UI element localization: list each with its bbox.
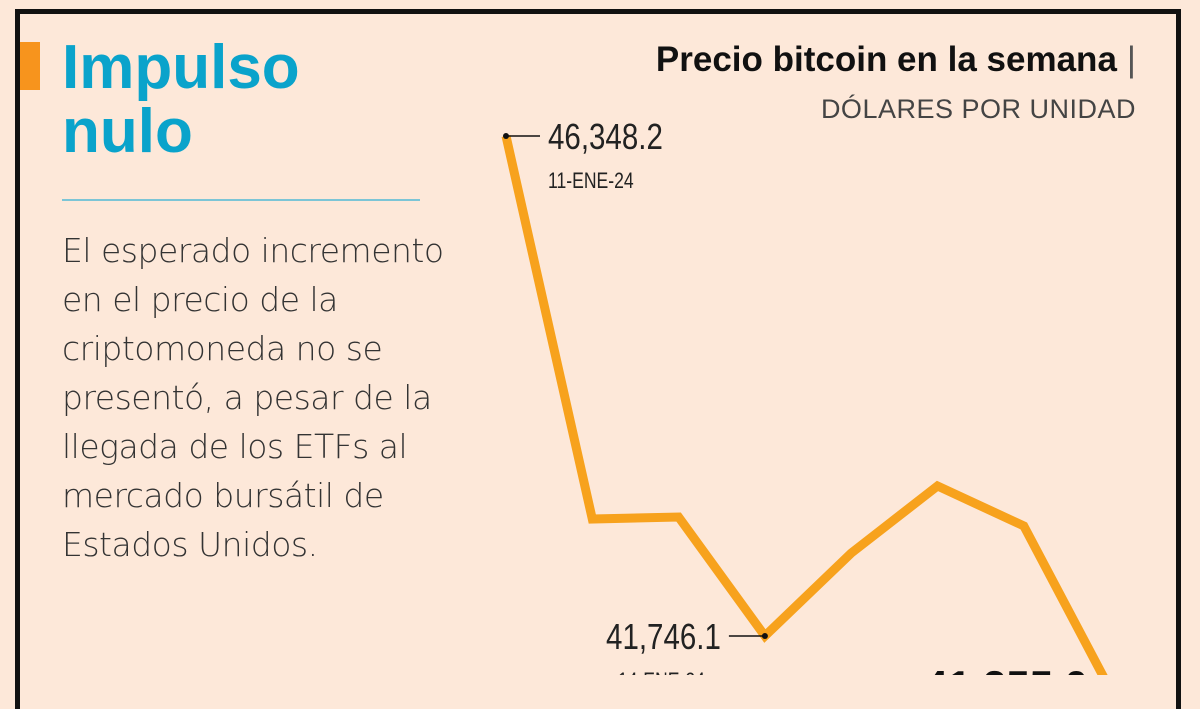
value-label: 41,746.1 — [606, 616, 721, 656]
value-label: 41,255.0 — [925, 662, 1089, 675]
price-line — [506, 136, 1110, 675]
line-chart: 46,348.2 11-ENE-24 41,746.1 14-ENE-24 41,255… — [0, 0, 1200, 675]
date-label: 14-ENE-24 — [618, 669, 705, 675]
value-label: 46,348.2 — [548, 116, 663, 156]
date-label: 11-ENE-24 — [548, 169, 634, 193]
